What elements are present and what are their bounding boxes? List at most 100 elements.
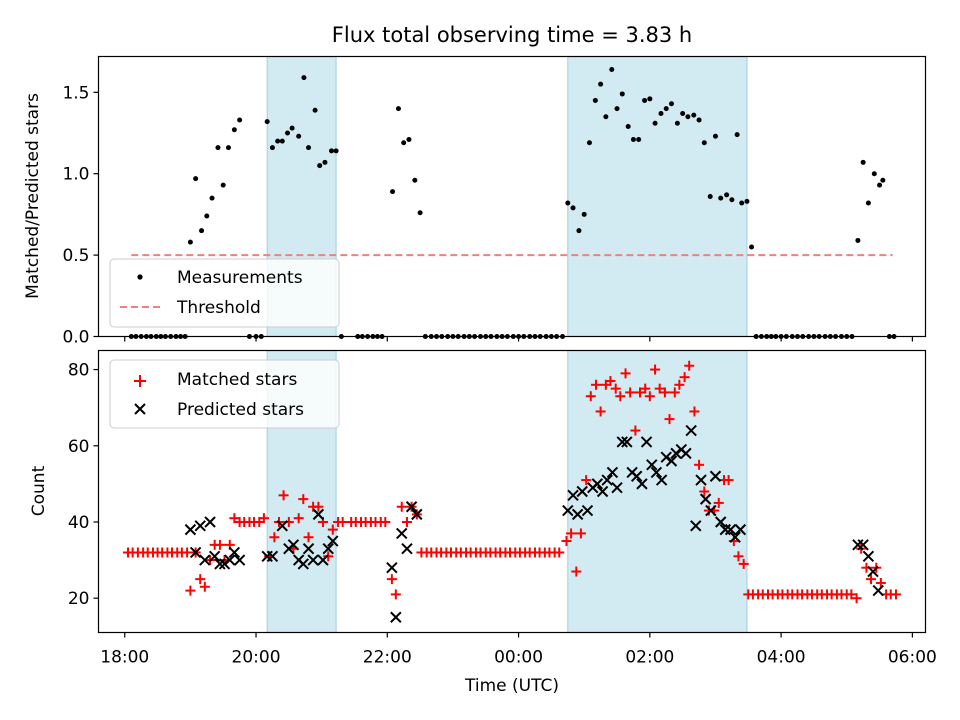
legend-predicted-label: Predicted stars xyxy=(177,400,304,420)
predicted-star-point xyxy=(734,523,747,536)
matched-star-point xyxy=(380,516,391,527)
measurement-point xyxy=(680,110,686,116)
predicted-star-point xyxy=(646,459,658,471)
top-axes-frame xyxy=(97,55,927,338)
bottom-xtick-label: 22:00 xyxy=(363,648,412,668)
bottom-xlabel: Time (UTC) xyxy=(464,676,559,696)
matched-star-point xyxy=(585,391,596,402)
measurement-point xyxy=(625,124,631,129)
measurement-point xyxy=(630,137,636,143)
matched-star-point xyxy=(723,475,734,486)
predicted-star-point xyxy=(705,504,717,517)
bottom-ytick-label: 60 xyxy=(68,437,90,457)
measurement-point xyxy=(674,120,680,126)
predicted-star-point xyxy=(616,436,628,448)
predicted-star-point xyxy=(576,485,588,498)
measurement-point xyxy=(718,195,724,201)
measurement-point xyxy=(603,114,609,120)
measurement-point xyxy=(220,182,226,188)
measurement-point xyxy=(658,110,664,116)
matched-star-point xyxy=(851,593,862,604)
matched-star-point xyxy=(640,383,651,394)
matched-star-point xyxy=(229,513,240,524)
top-legend-box xyxy=(109,258,340,328)
measurement-point xyxy=(860,159,866,165)
predicted-star-point xyxy=(606,466,619,479)
predicted-star-point xyxy=(655,474,668,486)
predicted-star-point xyxy=(872,584,884,597)
predicted-star-point xyxy=(685,424,697,437)
measurement-point xyxy=(685,114,691,120)
measurement-point xyxy=(668,101,674,107)
measurement-point xyxy=(395,106,401,112)
measurement-point xyxy=(329,148,335,154)
matched-star-point xyxy=(561,536,572,547)
predicted-star-point xyxy=(724,523,737,536)
measurement-point xyxy=(724,192,730,198)
top-ytick-label: 0.0 xyxy=(62,328,89,348)
measurement-point xyxy=(322,159,328,165)
bottom-shaded-region xyxy=(567,350,748,633)
predicted-star-point xyxy=(233,554,246,566)
measurement-point xyxy=(317,163,323,169)
matched-star-point xyxy=(689,406,700,417)
matched-star-point xyxy=(615,391,626,402)
matched-star-point xyxy=(610,383,621,394)
matched-star-point xyxy=(875,577,886,588)
matched-star-point xyxy=(401,516,412,527)
matched-star-point xyxy=(659,387,670,398)
matched-star-point xyxy=(581,475,592,486)
predicted-star-point xyxy=(266,550,279,562)
matched-star-point xyxy=(669,387,680,398)
measurement-point xyxy=(312,107,318,113)
bottom-ytick-label: 20 xyxy=(68,589,90,609)
predicted-star-point xyxy=(715,516,727,528)
bottom-ytick-label: 80 xyxy=(68,361,90,381)
legend-measurements-marker xyxy=(137,274,143,280)
predicted-star-point xyxy=(327,535,339,547)
bottom-panel: 20 40 60 80 18:00 20:00 22:00 00:00 02:00 04:00 0… xyxy=(29,349,937,696)
predicted-star-point xyxy=(636,478,648,490)
measurement-point xyxy=(739,200,745,206)
measurement-point xyxy=(701,140,707,146)
matched-star-point xyxy=(390,589,401,600)
measurement-point xyxy=(275,138,281,144)
predicted-star-point xyxy=(680,447,692,460)
predicted-star-point xyxy=(317,554,329,566)
measurement-point xyxy=(749,244,755,250)
matched-star-point xyxy=(595,406,606,417)
measurement-point xyxy=(209,195,215,201)
predicted-star-point xyxy=(224,554,236,566)
top-panel: 0.0 0.5 1.0 1.5 Matched/Predicted stars Mea… xyxy=(23,55,927,348)
predicted-star-point xyxy=(261,550,273,562)
predicted-star-point xyxy=(852,539,864,551)
matched-star-point xyxy=(654,383,665,394)
measurement-point xyxy=(636,137,642,143)
measurement-point xyxy=(289,125,295,131)
matched-star-point xyxy=(298,494,309,505)
matched-star-point xyxy=(182,547,193,558)
matched-star-point xyxy=(634,387,645,398)
legend-matched-marker xyxy=(134,375,146,387)
matched-star-point xyxy=(386,574,397,585)
measurement-point xyxy=(652,120,658,126)
matched-star-point xyxy=(199,581,210,592)
bottom-xtick-label: 18:00 xyxy=(100,648,149,668)
predicted-star-point xyxy=(312,508,325,521)
measurement-point xyxy=(734,132,740,138)
matched-star-point xyxy=(313,501,324,512)
predicted-star-point xyxy=(567,489,579,502)
predicted-star-point xyxy=(307,554,319,566)
matched-star-point xyxy=(214,539,225,550)
bottom-legend-box xyxy=(109,359,340,429)
predicted-star-point xyxy=(690,520,702,532)
predicted-star-point xyxy=(640,436,653,448)
measurement-point xyxy=(296,133,302,139)
matched-star-point xyxy=(337,516,348,527)
measurement-point xyxy=(417,210,423,216)
matched-star-point xyxy=(650,364,661,375)
chart-title: Flux total observing time = 3.83 h xyxy=(332,23,692,47)
predicted-star-point xyxy=(601,474,613,486)
predicted-star-point xyxy=(630,470,643,482)
bottom-xtick-label: 00:00 xyxy=(494,648,543,668)
